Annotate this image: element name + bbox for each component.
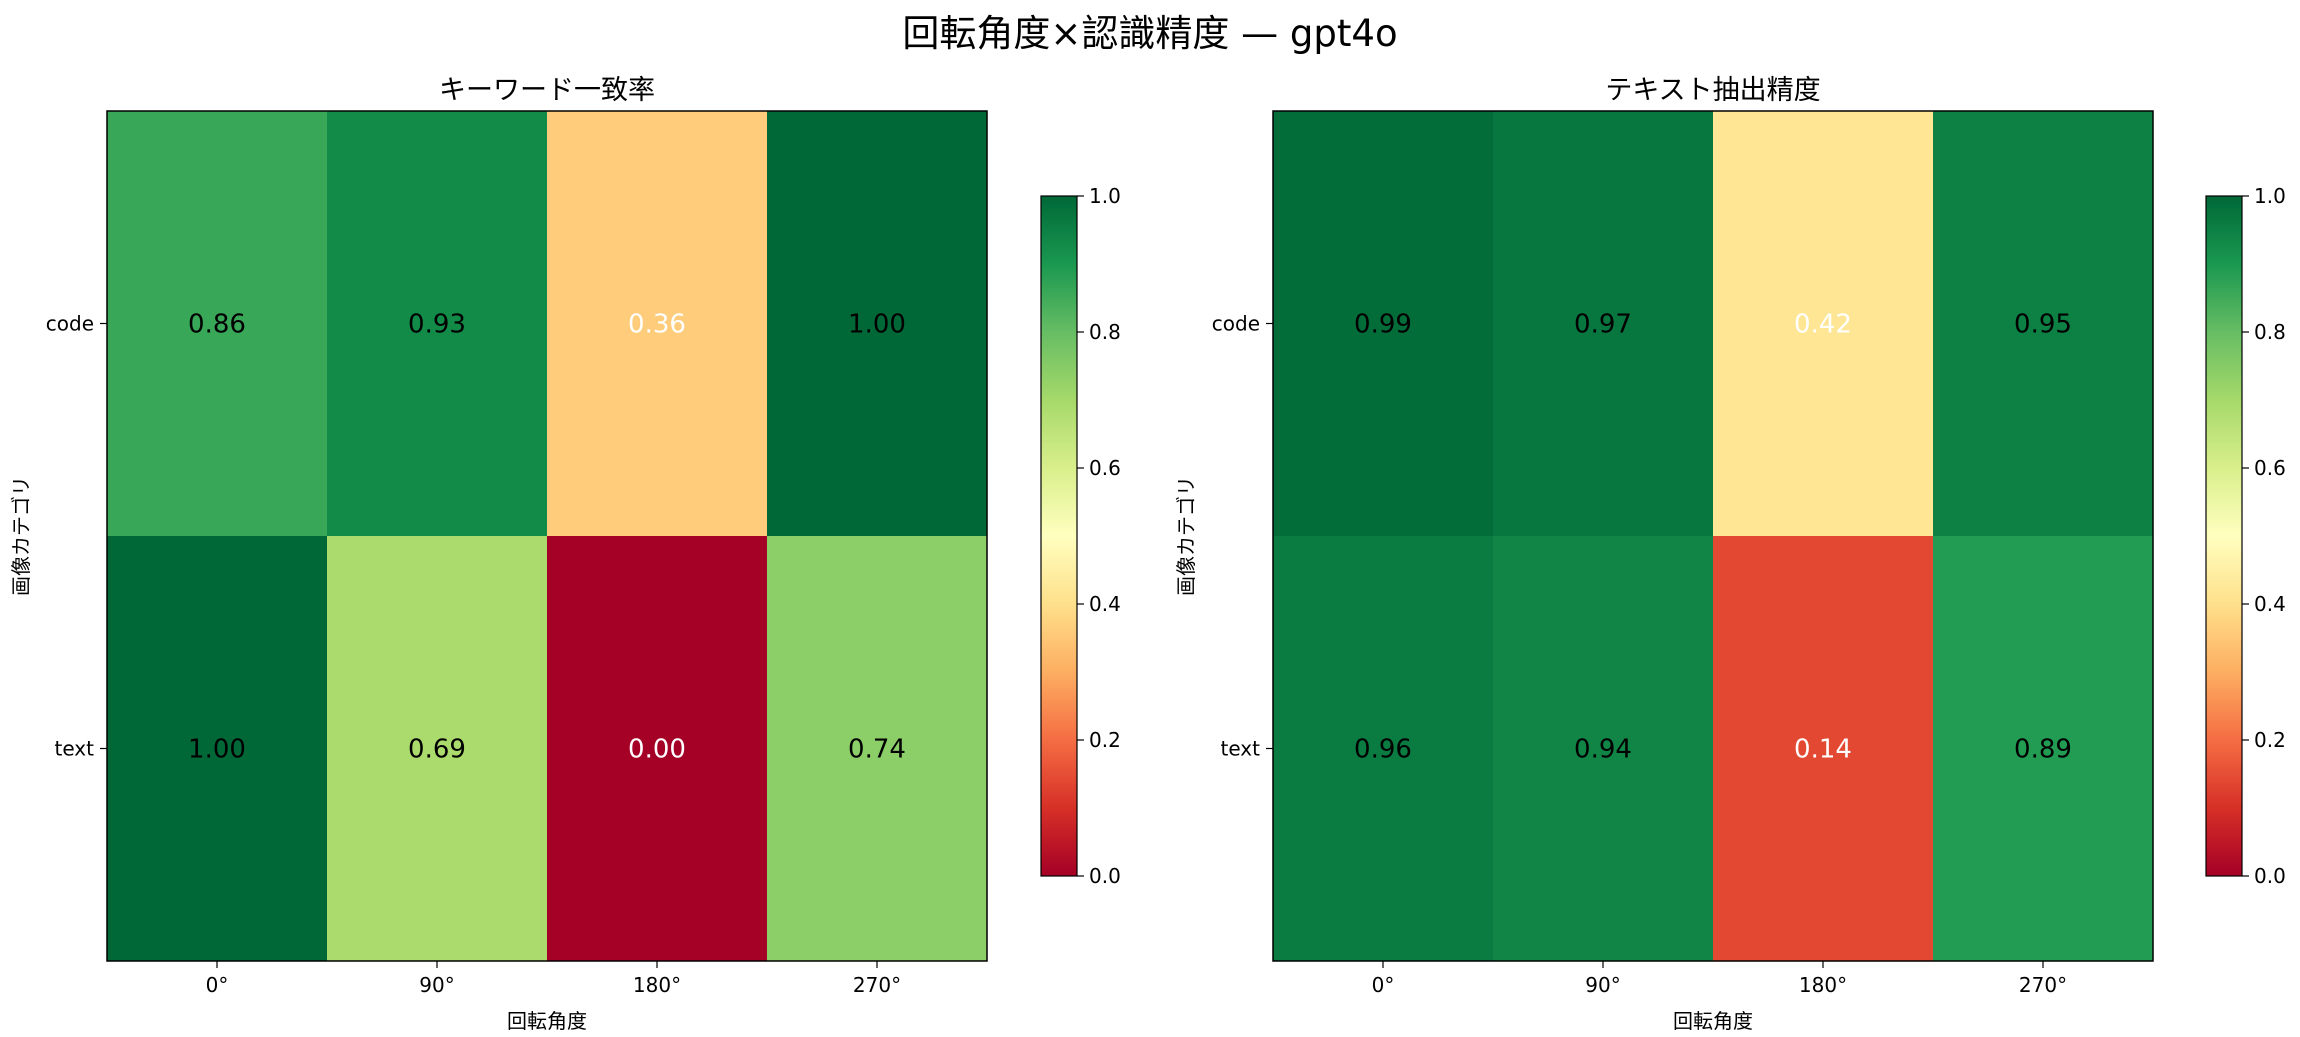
heatmap-panel-1: キーワード一致率 0.86 0.93 0.36 1.00 1.00 0.69 0.00 0.74…: [9, 75, 1121, 1033]
colorbar-tick-label: 0.4: [2254, 592, 2286, 616]
cell-value-label: 0.94: [1574, 735, 1632, 765]
x-tick-label: 90°: [1585, 973, 1620, 997]
colorbar-tick-label: 0.4: [1089, 592, 1121, 616]
colorbar-tick-label: 0.6: [1089, 456, 1121, 480]
axes-frame: [1272, 110, 2154, 962]
colorbar: [1040, 195, 1078, 877]
heatmap-cell: [1713, 111, 1934, 537]
figure-title: 回転角度×認識精度 — gpt4o: [902, 12, 1397, 55]
heatmap-cell: [327, 536, 548, 962]
cell-value-label: 1.00: [188, 735, 246, 765]
cell-value-label: 0.95: [2014, 310, 2072, 340]
heatmap-cell: [1713, 536, 1934, 962]
cell-value-label: 0.99: [1354, 310, 1412, 340]
cell-value-label: 0.69: [408, 735, 466, 765]
x-tick-label: 0°: [206, 973, 229, 997]
heatmap-cell: [1493, 111, 1714, 537]
heatmap-cell: [1933, 111, 2154, 537]
y-tick-label: code: [1212, 312, 1260, 336]
y-axis-label: 画像カテゴリ: [1174, 476, 1198, 596]
colorbar-tick-label: 0.0: [1089, 864, 1121, 888]
cell-value-label: 1.00: [848, 310, 906, 340]
y-tick-label: text: [1221, 737, 1261, 761]
y-axis-label: 画像カテゴリ: [9, 476, 33, 596]
colorbar-tick-label: 0.2: [2254, 728, 2286, 752]
cell-value-label: 0.96: [1354, 735, 1412, 765]
heatmap-cell: [547, 111, 768, 537]
colorbar-tick-label: 0.0: [2254, 864, 2286, 888]
heatmap-cell: [1493, 536, 1714, 962]
colorbar-tick-label: 0.8: [1089, 320, 1121, 344]
x-axis-label: 回転角度: [507, 1009, 587, 1033]
y-tick-label: text: [55, 737, 95, 761]
colorbar-tick-label: 1.0: [1089, 184, 1121, 208]
colorbar: [2205, 195, 2243, 877]
heatmap-cell: [767, 536, 988, 962]
x-tick-label: 270°: [2019, 973, 2067, 997]
cell-value-label: 0.14: [1794, 735, 1852, 765]
cell-value-label: 0.36: [628, 310, 686, 340]
colorbar-tick-label: 1.0: [2254, 184, 2286, 208]
heatmap-cell: [767, 111, 988, 537]
cell-value-label: 0.86: [188, 310, 246, 340]
x-axis-label: 回転角度: [1673, 1009, 1753, 1033]
cell-value-label: 0.93: [408, 310, 466, 340]
x-tick-label: 90°: [419, 973, 454, 997]
heatmap-cell: [107, 111, 328, 537]
heatmap-cell: [1273, 536, 1494, 962]
colorbar-tick-label: 0.8: [2254, 320, 2286, 344]
panel-title: テキスト抽出精度: [1605, 75, 1820, 106]
panel-title: キーワード一致率: [439, 75, 655, 106]
heatmap-cell: [1273, 111, 1494, 537]
cell-value-label: 0.74: [848, 735, 906, 765]
x-tick-label: 180°: [633, 973, 681, 997]
heatmap-cell: [1933, 536, 2154, 962]
cell-value-label: 0.89: [2014, 735, 2072, 765]
colorbar-tick-label: 0.6: [2254, 456, 2286, 480]
colorbar-tick-label: 0.2: [1089, 728, 1121, 752]
heatmap-cell: [327, 111, 548, 537]
x-tick-label: 180°: [1799, 973, 1847, 997]
heatmap-cell: [547, 536, 768, 962]
axes-frame: [106, 110, 988, 962]
cell-value-label: 0.00: [628, 735, 686, 765]
y-tick-label: code: [46, 312, 94, 336]
x-tick-label: 0°: [1372, 973, 1395, 997]
cell-value-label: 0.42: [1794, 310, 1852, 340]
heatmap-cell: [107, 536, 328, 962]
x-tick-label: 270°: [853, 973, 901, 997]
cell-value-label: 0.97: [1574, 310, 1632, 340]
